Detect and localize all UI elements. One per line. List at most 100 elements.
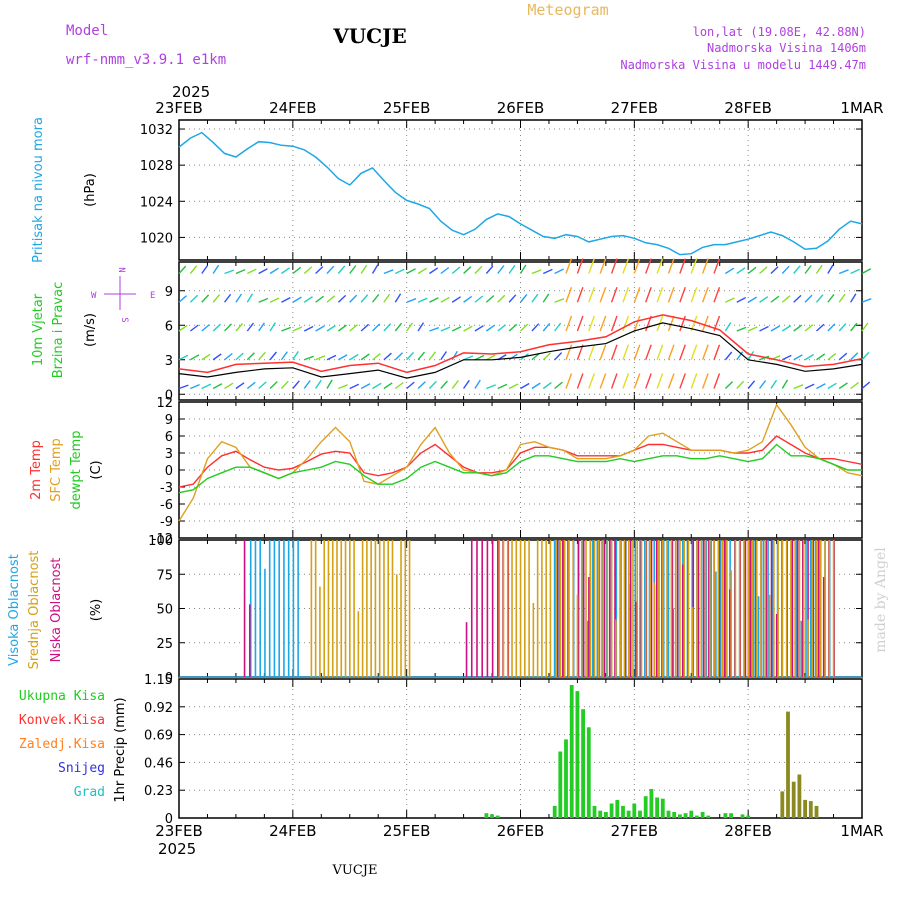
wind-barb bbox=[804, 324, 814, 332]
precip-bar bbox=[586, 727, 591, 818]
wind-barb bbox=[610, 373, 618, 389]
wind-barb bbox=[701, 315, 709, 332]
wind-barb bbox=[554, 381, 563, 390]
wind-barb bbox=[508, 323, 518, 332]
wind-barb bbox=[349, 265, 357, 274]
wind-barb bbox=[497, 294, 506, 303]
wind-barb bbox=[815, 294, 824, 303]
wind-barb bbox=[793, 354, 803, 361]
wind-barb bbox=[838, 323, 847, 332]
wind-barb bbox=[838, 293, 846, 303]
compass-south: S bbox=[119, 317, 129, 322]
wind-barb bbox=[246, 293, 254, 303]
wind-barb bbox=[519, 264, 527, 274]
wind-barb bbox=[224, 269, 235, 275]
y-tick-label: 1032 bbox=[140, 123, 173, 138]
wind-barb bbox=[565, 373, 573, 389]
wind-barb bbox=[269, 267, 279, 275]
precip-bar bbox=[786, 711, 790, 818]
wind-barb bbox=[508, 383, 519, 390]
wind-barb bbox=[292, 266, 302, 275]
precip-bar bbox=[797, 774, 802, 818]
wind-barb bbox=[246, 268, 257, 275]
cloud-ylabel-2: Srednja Oblacnost bbox=[27, 551, 42, 670]
day-label: 25FEB bbox=[383, 99, 430, 117]
wind-barb bbox=[804, 353, 814, 361]
y-tick-label: 0 bbox=[165, 388, 173, 403]
wind-barb bbox=[588, 344, 595, 360]
day-label: 24FEB bbox=[269, 99, 316, 117]
wind-barb bbox=[724, 322, 732, 332]
wind-barb bbox=[497, 265, 505, 274]
wind-barb bbox=[224, 382, 234, 390]
wind-barb bbox=[223, 293, 232, 303]
wind-barb bbox=[701, 258, 709, 274]
precip-bar bbox=[581, 709, 585, 818]
wind-barb bbox=[235, 268, 246, 275]
y-tick-label: 0.23 bbox=[144, 784, 173, 799]
wind-barb bbox=[201, 353, 211, 361]
wind-barb bbox=[599, 315, 607, 332]
legend-snijeg: Snijeg bbox=[58, 761, 105, 776]
wind-ylabel-2: Brzina i Pravac bbox=[51, 282, 66, 379]
wind-barb bbox=[531, 323, 540, 332]
wind-barb bbox=[850, 381, 860, 390]
wind-barb bbox=[497, 324, 507, 332]
precip-bar bbox=[564, 739, 568, 818]
precip-bar bbox=[649, 789, 654, 818]
wind-barb bbox=[690, 344, 698, 360]
wind-barb bbox=[656, 373, 664, 389]
top-day-labels: 23FEB 24FEB 25FEB 26FEB 27FEB 28FEB 1MAR bbox=[155, 99, 883, 117]
wind-barb bbox=[759, 296, 769, 303]
wind-barb bbox=[371, 293, 380, 303]
model-label: Model bbox=[66, 23, 108, 39]
wind-barb bbox=[303, 296, 313, 303]
wind-barb bbox=[303, 266, 313, 275]
wind-barb bbox=[725, 297, 735, 303]
wind-barb bbox=[429, 267, 439, 275]
wind-barb bbox=[258, 322, 265, 332]
model-altitude-label: Nadmorska Visina u modelu 1449.47m bbox=[620, 58, 866, 72]
wind-barb bbox=[394, 352, 403, 361]
precip-bar bbox=[695, 815, 699, 818]
day-label: 1MAR bbox=[840, 99, 883, 117]
temp-2m-line bbox=[178, 435, 863, 488]
wind-barb bbox=[542, 293, 550, 303]
wind-barb bbox=[804, 265, 812, 274]
y-tick-label: 1024 bbox=[140, 195, 173, 210]
altitude-label: Nadmorska Visina 1406m bbox=[707, 41, 866, 55]
day-label: 23FEB bbox=[155, 99, 202, 117]
wind-barb bbox=[235, 293, 243, 303]
day-label: 23FEB bbox=[155, 822, 202, 840]
y-tick-label: -9 bbox=[160, 515, 173, 530]
wind-barb bbox=[861, 351, 870, 361]
day-label: 27FEB bbox=[611, 822, 658, 840]
wind-barb bbox=[486, 354, 496, 361]
y-tick-label: 1020 bbox=[140, 231, 173, 246]
wind-barb bbox=[485, 265, 494, 274]
wind-barb bbox=[326, 325, 336, 332]
wind-barb bbox=[338, 384, 348, 390]
wind-barb bbox=[497, 383, 508, 390]
precip-legend: Ukupna Kisa Konvek.Kisa Zaledj.Kisa Snij… bbox=[19, 689, 105, 800]
product-title: Meteogram bbox=[527, 1, 608, 19]
wind-barb bbox=[383, 382, 393, 390]
wind-barb bbox=[371, 264, 379, 274]
wind-barb bbox=[633, 373, 641, 389]
wind-barb bbox=[463, 379, 470, 389]
wind-barb bbox=[759, 266, 768, 275]
wind-barb bbox=[520, 382, 530, 390]
precip-bar bbox=[490, 814, 494, 818]
wind-barb bbox=[349, 294, 358, 303]
precip-bar bbox=[643, 796, 648, 818]
wind-barb bbox=[701, 344, 709, 360]
wind-barb bbox=[736, 267, 746, 275]
wind-barb bbox=[645, 258, 652, 274]
wind-barb bbox=[508, 353, 518, 361]
wind-barb bbox=[861, 298, 872, 303]
y-tick-label: 3 bbox=[165, 354, 173, 369]
y-tick-label: 0.46 bbox=[144, 756, 173, 771]
wind-barb bbox=[406, 298, 417, 303]
wind-barb bbox=[690, 258, 698, 274]
wind-barb bbox=[793, 324, 803, 332]
